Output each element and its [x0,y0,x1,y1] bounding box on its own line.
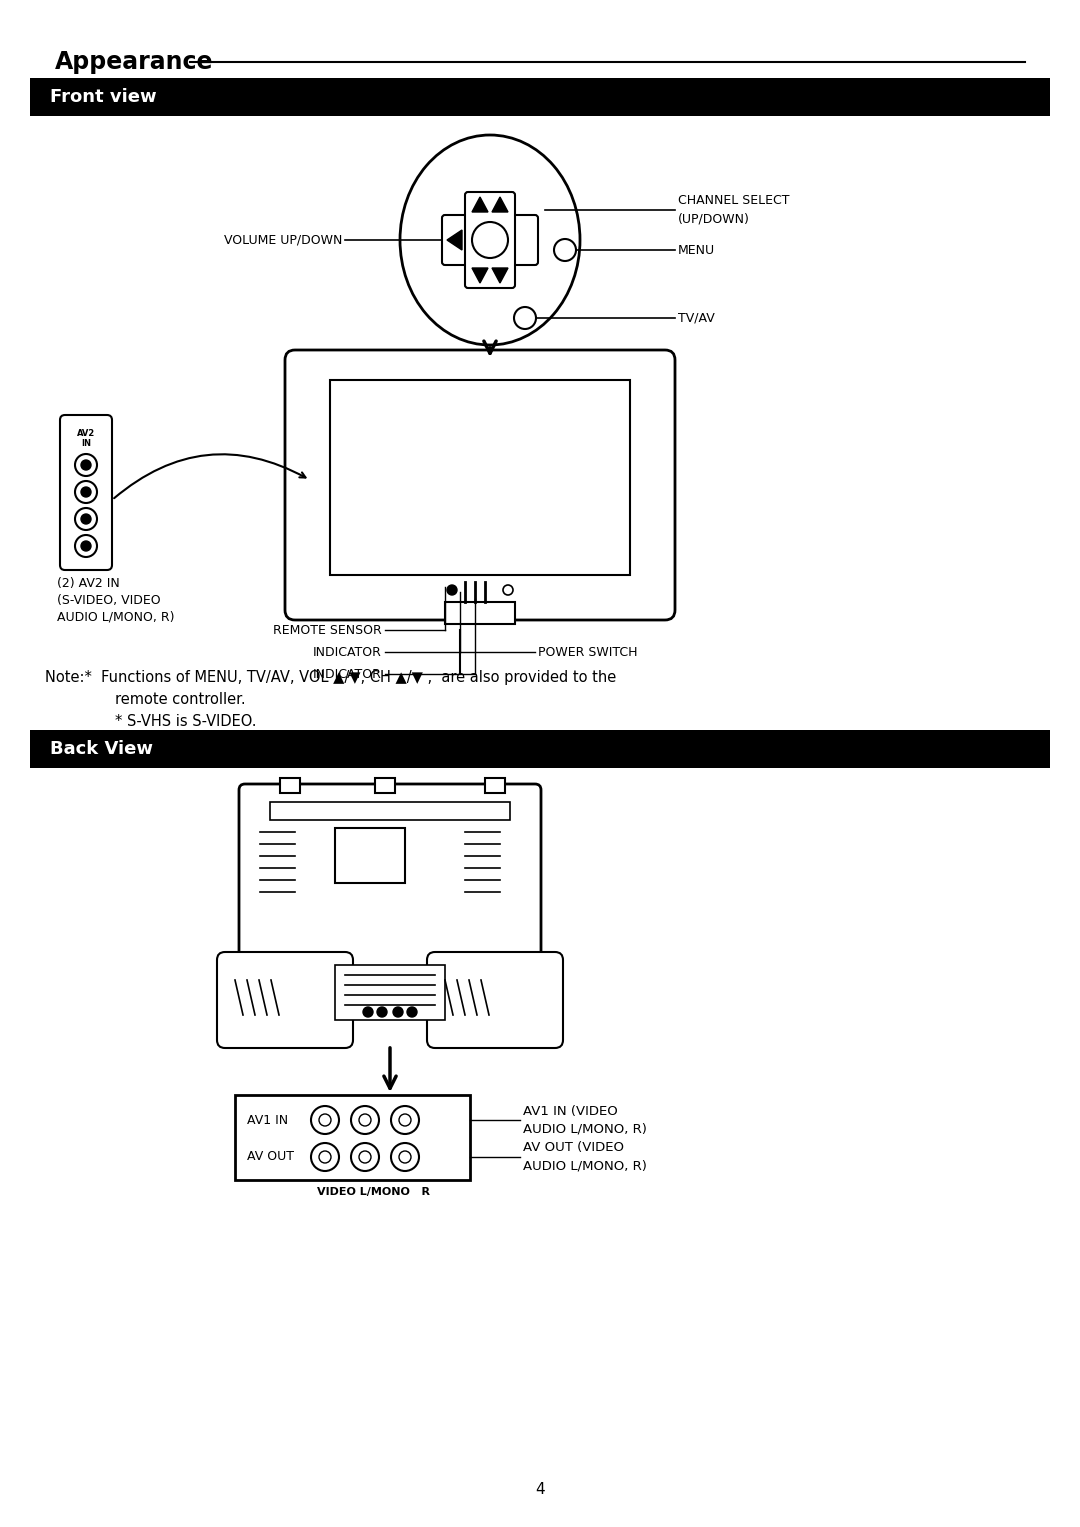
Circle shape [391,1106,419,1135]
Circle shape [514,307,536,328]
Circle shape [81,460,91,470]
Text: VOLUME UP/DOWN: VOLUME UP/DOWN [224,234,342,246]
Circle shape [311,1144,339,1171]
Polygon shape [492,269,508,282]
FancyBboxPatch shape [427,951,563,1048]
Bar [330,380,630,576]
Polygon shape [492,197,508,212]
Circle shape [75,454,97,476]
Polygon shape [472,197,488,212]
Text: Note:*  Functions of MENU, TV/AV, VOL ▲/▼, CH ▲/▼ ,  are also provided to the: Note:* Functions of MENU, TV/AV, VOL ▲/▼… [45,670,617,686]
Circle shape [554,240,576,261]
Text: AV1 IN (VIDEO: AV1 IN (VIDEO [523,1104,618,1118]
Circle shape [319,1151,330,1164]
Circle shape [75,481,97,502]
Circle shape [311,1106,339,1135]
FancyBboxPatch shape [465,192,515,289]
Text: Front view: Front view [50,89,157,105]
Circle shape [351,1106,379,1135]
Bar [445,602,515,625]
Text: * S-VHS is S-VIDEO.: * S-VHS is S-VIDEO. [114,715,257,728]
Bar [280,777,300,793]
Text: AUDIO L/MONO, R): AUDIO L/MONO, R) [57,611,175,625]
Circle shape [407,1006,417,1017]
Circle shape [393,1006,403,1017]
Text: CHANNEL SELECT: CHANNEL SELECT [678,194,789,208]
Polygon shape [447,231,462,250]
Circle shape [81,487,91,496]
Polygon shape [472,269,488,282]
Text: Appearance: Appearance [55,50,214,73]
FancyBboxPatch shape [285,350,675,620]
Bar [235,1095,470,1180]
Text: INDICATOR: INDICATOR [313,646,382,658]
Text: REMOTE SENSOR: REMOTE SENSOR [273,623,382,637]
Text: remote controller.: remote controller. [114,692,245,707]
Circle shape [351,1144,379,1171]
Circle shape [391,1144,419,1171]
FancyBboxPatch shape [217,951,353,1048]
Circle shape [359,1115,372,1125]
Text: INDICATOR: INDICATOR [313,667,382,681]
Circle shape [363,1006,373,1017]
Bar [375,777,395,793]
Circle shape [359,1151,372,1164]
Text: AV OUT (VIDEO: AV OUT (VIDEO [523,1142,624,1154]
Text: AUDIO L/MONO, R): AUDIO L/MONO, R) [523,1122,647,1136]
Text: TV/AV: TV/AV [678,312,715,325]
Circle shape [472,221,508,258]
Text: (S-VIDEO, VIDEO: (S-VIDEO, VIDEO [57,594,161,608]
Text: Back View: Back View [50,741,153,757]
Circle shape [447,585,457,596]
Circle shape [75,508,97,530]
Circle shape [75,534,97,557]
Circle shape [399,1151,411,1164]
Text: MENU: MENU [678,243,715,257]
Bar [30,78,1050,116]
Bar [335,965,445,1020]
Bar [485,777,505,793]
Text: (UP/DOWN): (UP/DOWN) [678,212,750,226]
Circle shape [503,585,513,596]
FancyBboxPatch shape [442,215,538,266]
Text: AV OUT: AV OUT [247,1150,294,1164]
Bar [270,802,510,820]
Bar [335,828,405,883]
Circle shape [81,541,91,551]
Circle shape [81,515,91,524]
Circle shape [319,1115,330,1125]
Text: POWER SWITCH: POWER SWITCH [538,646,637,658]
FancyBboxPatch shape [60,415,112,570]
Text: AV1 IN: AV1 IN [247,1113,288,1127]
Bar [30,730,1050,768]
Text: VIDEO L/MONO   R: VIDEO L/MONO R [318,1186,430,1197]
Text: 4: 4 [536,1483,544,1498]
Text: IN: IN [81,440,91,449]
Circle shape [377,1006,387,1017]
Text: AV2: AV2 [77,429,95,438]
Circle shape [399,1115,411,1125]
Text: AUDIO L/MONO, R): AUDIO L/MONO, R) [523,1159,647,1173]
Text: (2) AV2 IN: (2) AV2 IN [57,577,120,589]
FancyBboxPatch shape [239,783,541,986]
